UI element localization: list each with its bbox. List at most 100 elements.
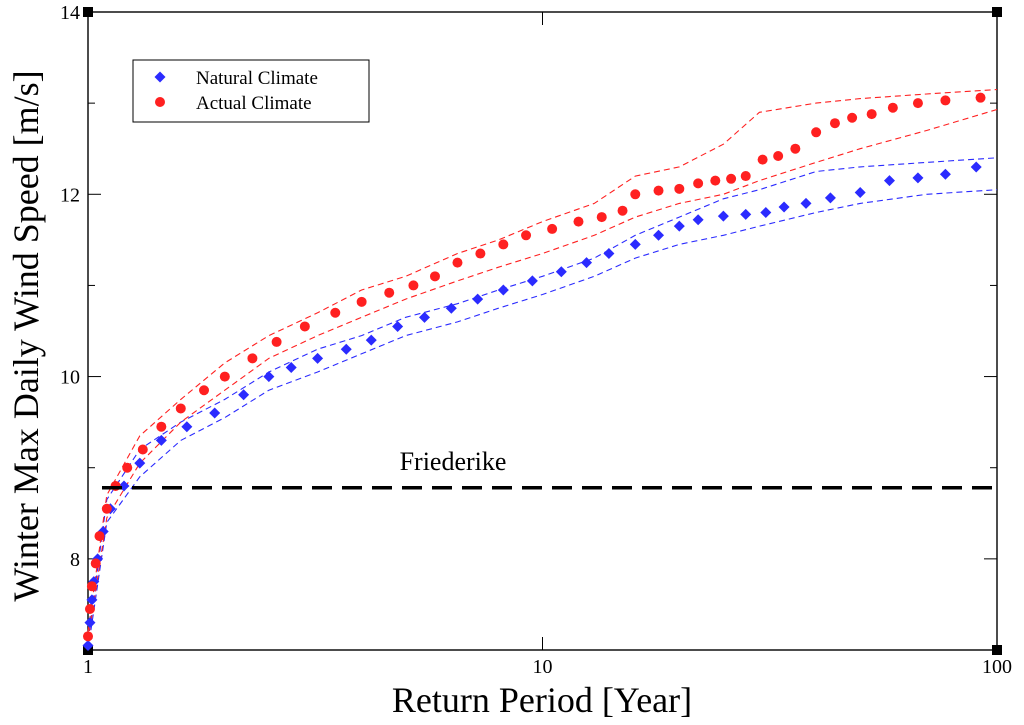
- data-point: [452, 257, 463, 268]
- data-point: [740, 171, 751, 182]
- data-point: [101, 503, 112, 514]
- data-point: [340, 343, 352, 355]
- data-point: [429, 271, 440, 282]
- data-point: [312, 352, 324, 364]
- data-point: [883, 175, 895, 187]
- data-point: [199, 385, 210, 396]
- data-point: [887, 102, 898, 113]
- data-point: [555, 266, 567, 278]
- data-point: [940, 95, 951, 106]
- data-point: [134, 457, 146, 469]
- data-point: [773, 151, 784, 162]
- data-point: [475, 248, 486, 259]
- data-point: [384, 287, 395, 298]
- data-point: [824, 192, 836, 204]
- data-point: [84, 603, 95, 614]
- data-point: [854, 186, 866, 198]
- data-point: [219, 371, 230, 382]
- x-axis-title: Return Period [Year]: [392, 680, 692, 720]
- data-point: [975, 92, 986, 103]
- data-point: [392, 320, 404, 332]
- data-point: [573, 216, 584, 227]
- legend-marker: [154, 71, 166, 83]
- data-point: [526, 275, 538, 287]
- data-point: [726, 173, 737, 184]
- data-point: [630, 189, 641, 200]
- ci-line-ci-lower: [87, 189, 998, 651]
- data-point: [285, 361, 297, 373]
- data-point: [757, 154, 768, 165]
- data-point: [497, 284, 509, 296]
- legend-marker: [155, 97, 165, 107]
- data-point: [866, 109, 877, 120]
- legend-items: Natural Climate Actual Climate: [154, 68, 318, 114]
- data-point: [547, 223, 558, 234]
- confidence-interval-lines: [87, 88, 998, 651]
- data-point: [603, 248, 615, 260]
- data-point: [86, 581, 97, 592]
- y-tick-label: 10: [60, 367, 80, 389]
- data-point: [498, 239, 509, 250]
- data-point: [122, 462, 133, 473]
- data-point: [271, 336, 282, 347]
- data-point: [175, 403, 186, 414]
- data-point: [829, 118, 840, 129]
- data-point: [209, 407, 221, 419]
- data-point: [299, 321, 310, 332]
- data-point: [617, 205, 628, 216]
- data-point: [760, 207, 772, 219]
- data-point: [653, 185, 664, 196]
- data-point: [247, 353, 258, 364]
- x-tick-label: 1: [83, 656, 93, 678]
- friederike-label: Friederike: [400, 447, 507, 476]
- data-point: [86, 594, 98, 606]
- data-point: [740, 208, 752, 220]
- legend-box: [132, 59, 370, 123]
- data-point: [717, 210, 729, 222]
- data-point: [581, 257, 593, 269]
- data-point: [90, 558, 101, 569]
- data-point: [472, 293, 484, 305]
- ci-line-ci-upper: [87, 88, 998, 632]
- data-point: [653, 229, 665, 241]
- data-point: [673, 220, 685, 232]
- data-point: [83, 631, 93, 642]
- x-tick-label: 100: [982, 656, 1012, 678]
- ci-line-ci-lower: [87, 108, 998, 641]
- data-point: [790, 143, 801, 154]
- data-point: [330, 307, 341, 318]
- data-point: [596, 212, 607, 223]
- y-tick-label: 14: [60, 2, 80, 24]
- axis-tick-labels: 8 10 12 14 1 10 100: [60, 2, 1012, 678]
- legend: Natural Climate Actual Climate: [132, 59, 370, 123]
- data-point: [912, 98, 923, 109]
- legend-label: Natural Climate: [196, 68, 318, 89]
- data-point: [800, 197, 812, 209]
- data-point: [84, 617, 96, 629]
- data-point: [629, 238, 641, 250]
- data-point: [970, 161, 982, 173]
- data-point: [365, 334, 377, 346]
- legend-label: Actual Climate: [196, 93, 312, 114]
- data-point: [778, 201, 790, 213]
- data-point: [674, 183, 685, 194]
- data-point: [181, 421, 193, 433]
- data-point: [710, 175, 721, 186]
- data-point: [692, 214, 704, 226]
- data-point: [811, 127, 822, 138]
- data-point: [137, 444, 148, 455]
- data-point: [939, 168, 951, 180]
- data-point: [82, 639, 94, 651]
- data-point: [418, 311, 430, 323]
- y-tick-label: 12: [60, 184, 80, 206]
- data-point: [155, 434, 167, 446]
- data-point: [693, 178, 704, 189]
- data-point: [94, 531, 105, 542]
- data-point: [356, 296, 367, 307]
- y-tick-label: 8: [70, 549, 80, 571]
- data-point: [238, 389, 250, 401]
- data-point: [445, 302, 457, 314]
- y-axis-title: Winter Max Daily Wind Speed [m/s]: [6, 70, 46, 601]
- data-point: [521, 230, 532, 241]
